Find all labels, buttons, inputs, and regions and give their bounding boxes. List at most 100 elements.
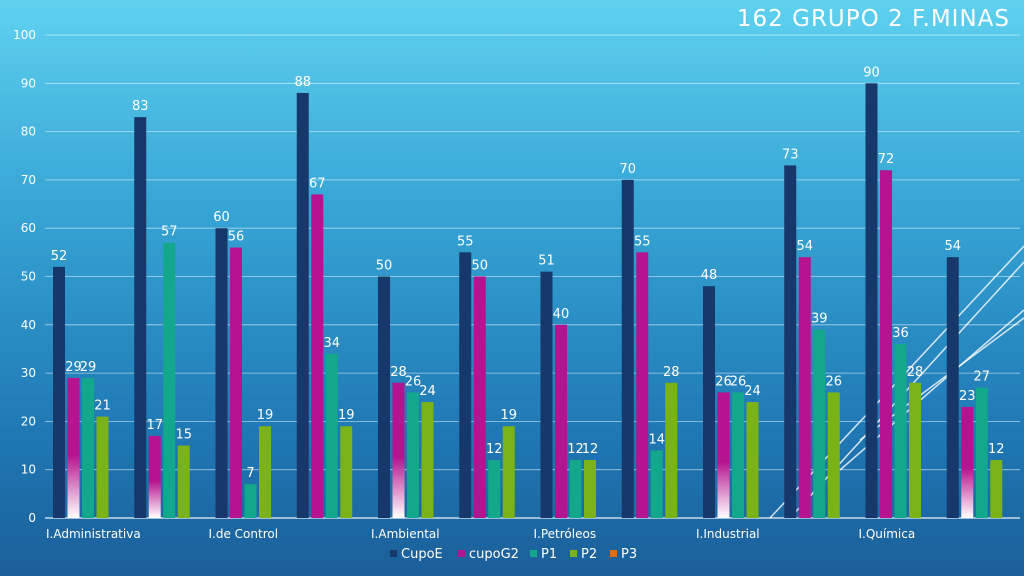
data-label: 26 xyxy=(405,374,422,389)
bar-cupog2 xyxy=(555,324,567,518)
bar-p1 xyxy=(407,392,419,518)
y-tick-label: 70 xyxy=(21,173,36,187)
legend-swatch xyxy=(570,550,577,557)
bar-p2 xyxy=(421,402,434,518)
bar-p2 xyxy=(584,460,596,518)
y-tick-label: 50 xyxy=(21,270,36,284)
data-label: 12 xyxy=(486,442,503,457)
bar-p1 xyxy=(569,460,582,518)
legend-label: cupoG2 xyxy=(469,547,519,562)
legend-label: P2 xyxy=(581,547,597,562)
data-label: 14 xyxy=(648,432,665,447)
chart-title: 162 GRUPO 2 F.MINAS xyxy=(736,6,1010,32)
data-label: 7 xyxy=(246,466,254,481)
bars xyxy=(53,83,1003,519)
bar-p1 xyxy=(813,329,826,518)
bar-p1 xyxy=(894,344,907,518)
bar-p2 xyxy=(909,382,921,518)
data-label: 26 xyxy=(715,374,732,389)
data-label: 28 xyxy=(907,365,924,380)
data-label: 48 xyxy=(701,268,718,283)
legend-swatch xyxy=(458,550,465,557)
y-tick-label: 80 xyxy=(21,125,36,139)
data-label: 70 xyxy=(619,162,636,177)
y-tick-label: 100 xyxy=(13,28,36,42)
bar-p1 xyxy=(732,392,744,518)
bar-cupoe xyxy=(215,228,228,518)
bar-p1 xyxy=(82,377,94,518)
data-label: 28 xyxy=(663,365,680,380)
bar-cupoe xyxy=(946,257,959,518)
y-tick-label: 60 xyxy=(21,221,36,235)
bar-p1 xyxy=(488,460,501,518)
data-label: 17 xyxy=(146,418,163,433)
legend-label: P3 xyxy=(621,547,637,562)
legend: CupoE cupoG2 P1 P2 P3 xyxy=(390,547,637,562)
bar-p2 xyxy=(340,426,353,518)
data-label: 55 xyxy=(457,234,474,249)
bar-p2 xyxy=(746,402,759,518)
bar-cupoe xyxy=(540,271,553,518)
bar-p1 xyxy=(650,450,663,518)
bar-cupog2 xyxy=(311,194,324,518)
data-label: 72 xyxy=(878,152,895,167)
gridlines xyxy=(45,34,1020,519)
bar-cupog2 xyxy=(392,382,405,518)
bar-p2 xyxy=(96,416,109,518)
data-label: 21 xyxy=(94,399,111,414)
bar-cupoe xyxy=(784,165,797,518)
data-label: 83 xyxy=(132,99,149,114)
bar-cupog2 xyxy=(148,435,161,518)
bar-cupoe xyxy=(134,117,147,519)
bar-cupog2 xyxy=(67,377,80,518)
data-label: 12 xyxy=(988,442,1005,457)
bar-p2 xyxy=(259,426,271,518)
y-tick-label: 10 xyxy=(21,463,36,477)
data-label: 52 xyxy=(51,249,68,264)
y-tick-label: 20 xyxy=(21,414,36,428)
data-label: 12 xyxy=(567,442,584,457)
y-tick-label: 30 xyxy=(21,366,36,380)
data-label: 24 xyxy=(744,384,761,399)
bar-p2 xyxy=(990,460,1003,518)
bar-cupoe xyxy=(703,286,715,518)
legend-label: CupoE xyxy=(401,547,443,562)
data-label: 51 xyxy=(538,254,555,269)
bar-p2 xyxy=(502,426,515,518)
data-label: 67 xyxy=(309,176,326,191)
data-label: 27 xyxy=(973,370,990,385)
bar-cupoe xyxy=(459,252,472,518)
data-label: 55 xyxy=(634,234,651,249)
x-tick-label: I.de Control xyxy=(209,527,279,541)
bar-cupoe xyxy=(621,179,634,518)
x-tick-label: I.Química xyxy=(859,527,916,541)
bar-p2 xyxy=(665,382,678,518)
bar-p2 xyxy=(827,392,840,518)
bar-cupog2 xyxy=(798,257,811,518)
x-tick-label: I.Administrativa xyxy=(46,527,141,541)
x-tick-label: I.Petróleos xyxy=(534,527,597,541)
y-tick-label: 0 xyxy=(28,511,36,525)
data-label: 90 xyxy=(863,65,880,80)
data-label: 40 xyxy=(553,307,570,322)
data-label: 28 xyxy=(390,365,407,380)
legend-label: P1 xyxy=(541,547,557,562)
data-label: 24 xyxy=(419,384,436,399)
bar-p1 xyxy=(244,484,257,518)
data-label: 26 xyxy=(730,374,747,389)
bar-p1 xyxy=(163,242,176,518)
data-label: 19 xyxy=(257,408,274,423)
data-label: 36 xyxy=(892,326,909,341)
legend-swatch xyxy=(530,550,537,557)
data-label: 54 xyxy=(796,239,813,254)
x-tick-label: I.Industrial xyxy=(696,527,760,541)
data-label: 26 xyxy=(825,374,842,389)
bar-cupog2 xyxy=(961,406,974,518)
bar-cupoe xyxy=(53,266,65,518)
bar-cupoe xyxy=(378,276,390,518)
data-labels: 5229292183175715605671988673419502826245… xyxy=(51,65,1005,481)
data-label: 50 xyxy=(376,259,393,274)
bar-cupog2 xyxy=(636,252,649,518)
